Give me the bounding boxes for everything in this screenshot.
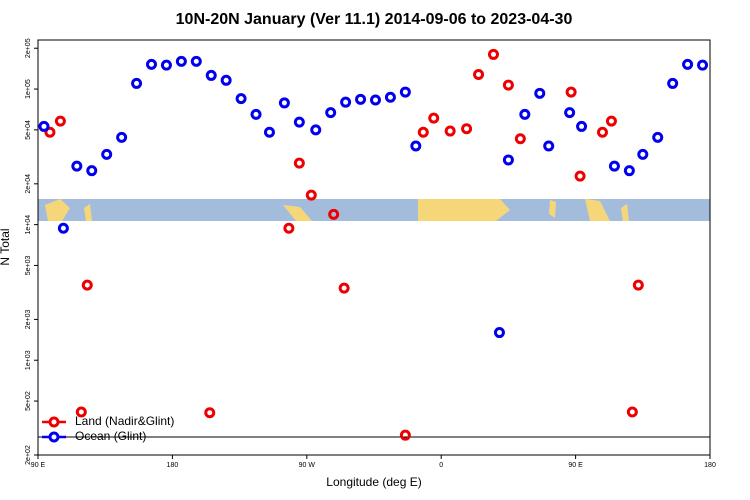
point [338, 282, 350, 294]
point [410, 140, 422, 152]
point [325, 107, 337, 119]
point [369, 94, 381, 106]
point [355, 93, 367, 105]
point [175, 55, 187, 67]
y-tick-label: 5e+03 [25, 256, 32, 276]
point [444, 125, 456, 137]
point [487, 48, 499, 60]
x-axis-title: Longitude (deg E) [326, 475, 421, 489]
point [534, 87, 546, 99]
point [293, 116, 305, 128]
point [205, 69, 217, 81]
y-tick-label: 5e+02 [25, 391, 32, 411]
point [235, 93, 247, 105]
point [71, 160, 83, 172]
point [608, 160, 620, 172]
point [637, 148, 649, 160]
point [38, 120, 50, 132]
point [44, 126, 56, 138]
point [384, 91, 396, 103]
point [328, 208, 340, 220]
point [652, 131, 664, 143]
x-tick-label: 90 E [31, 462, 46, 469]
point [101, 148, 113, 160]
point [220, 74, 232, 86]
legend-label: Ocean (Glint) [75, 429, 146, 443]
point [493, 327, 505, 339]
point [310, 124, 322, 136]
y-tick-label: 2e+02 [25, 445, 32, 465]
point [514, 133, 526, 145]
point [519, 108, 531, 120]
point [564, 107, 576, 119]
point [461, 123, 473, 135]
point [565, 86, 577, 98]
point [204, 407, 216, 419]
point [57, 222, 69, 234]
point [502, 154, 514, 166]
y-axis-title: N Total [0, 228, 12, 265]
y-tick-label: 1e+03 [25, 350, 32, 370]
legend-marker [48, 431, 60, 443]
y-tick-label: 2e+03 [25, 309, 32, 329]
point [160, 59, 172, 71]
x-tick-label: 0 [439, 462, 443, 469]
y-tick-label: 1e+05 [25, 79, 32, 99]
point [543, 140, 555, 152]
point [417, 126, 429, 138]
point [399, 429, 411, 441]
point [145, 58, 157, 70]
point [278, 97, 290, 109]
point [473, 69, 485, 81]
point [667, 77, 679, 89]
point [399, 86, 411, 98]
legend-label: Land (Nadir&Glint) [75, 414, 174, 428]
point [428, 112, 440, 124]
x-tick-label: 90 E [568, 462, 583, 469]
point [190, 55, 202, 67]
point [81, 279, 93, 291]
point [250, 108, 262, 120]
point [596, 126, 608, 138]
point [305, 189, 317, 201]
point [340, 96, 352, 108]
point [682, 58, 694, 70]
point [605, 115, 617, 127]
y-tick-label: 5e+04 [25, 120, 32, 140]
point [263, 126, 275, 138]
x-tick-label: 90 W [299, 462, 316, 469]
point [623, 165, 635, 177]
map-strip [38, 199, 710, 221]
point [75, 406, 87, 418]
point [626, 406, 638, 418]
y-tick-label: 2e+04 [25, 174, 32, 194]
point [576, 120, 588, 132]
point [293, 157, 305, 169]
y-tick-label: 1e+04 [25, 215, 32, 235]
legend-marker [48, 416, 60, 428]
plot-frame [37, 39, 711, 456]
chart-title: 10N-20N January (Ver 11.1) 2014-09-06 to… [176, 11, 573, 28]
point [502, 79, 514, 91]
x-tick-label: 180 [167, 462, 179, 469]
point [86, 165, 98, 177]
point [131, 77, 143, 89]
point [54, 115, 66, 127]
point [283, 222, 295, 234]
point [116, 131, 128, 143]
point [574, 170, 586, 182]
point [697, 59, 709, 71]
y-tick-label: 2e+05 [25, 38, 32, 58]
x-tick-label: 180 [704, 462, 716, 469]
point [632, 279, 644, 291]
